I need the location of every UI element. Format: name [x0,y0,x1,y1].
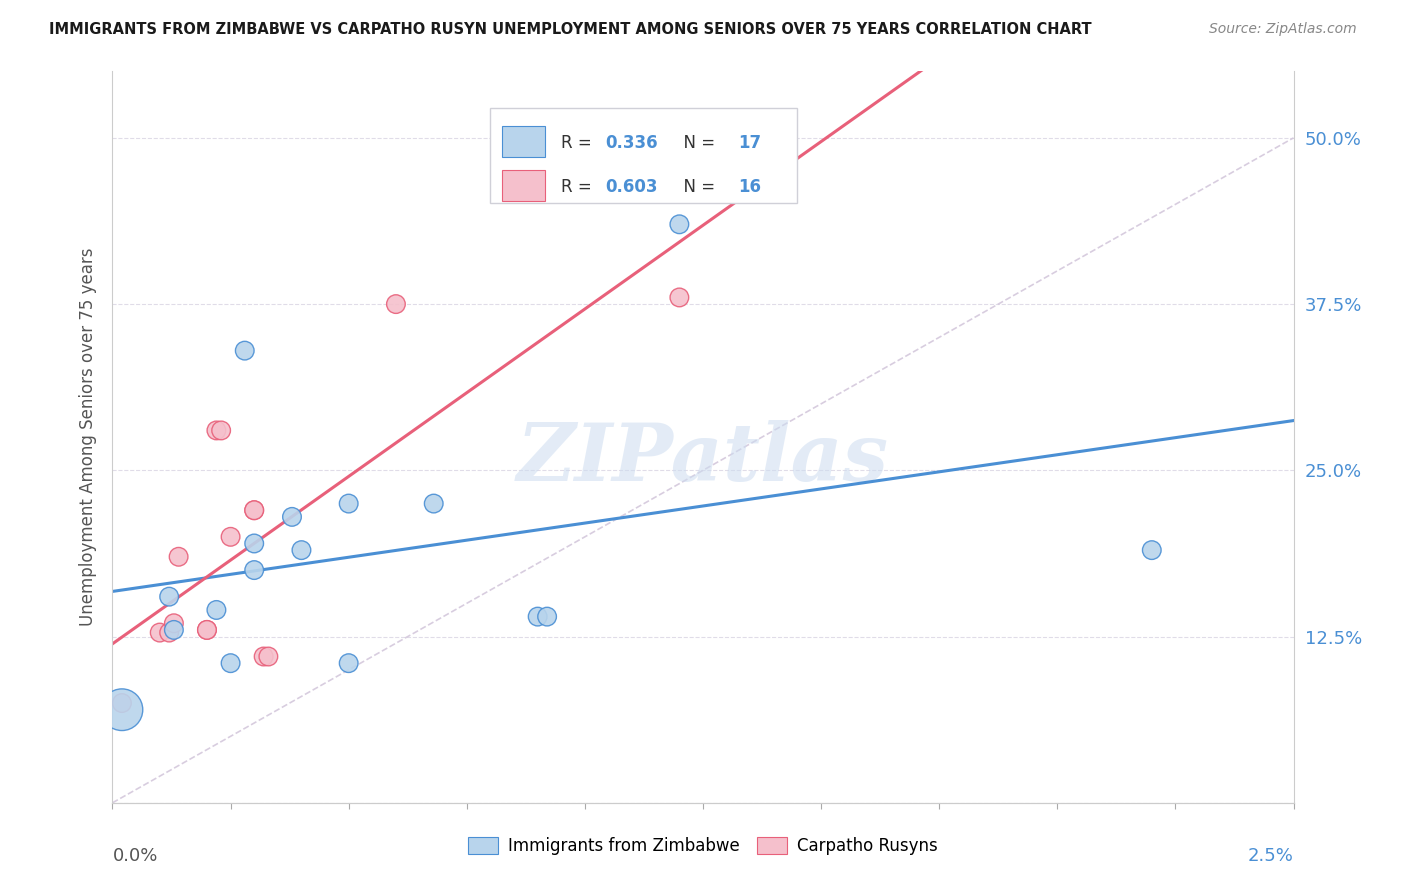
Point [243,503,266,517]
Point [167,549,190,564]
Point [195,623,218,637]
Text: ZIPatlas: ZIPatlas [517,420,889,498]
Legend: Immigrants from Zimbabwe, Carpatho Rusyns: Immigrants from Zimbabwe, Carpatho Rusyn… [464,832,942,860]
Point [337,656,360,670]
Text: N =: N = [673,178,720,196]
Point [526,609,548,624]
Text: Source: ZipAtlas.com: Source: ZipAtlas.com [1209,22,1357,37]
Point [111,696,134,710]
Text: R =: R = [561,178,596,196]
Point [253,649,276,664]
Point [205,603,228,617]
Point [536,609,558,624]
Point [111,703,134,717]
Text: 0.0%: 0.0% [112,847,157,864]
Point [219,656,242,670]
Point [163,616,186,631]
Point [257,649,280,664]
Text: IMMIGRANTS FROM ZIMBABWE VS CARPATHO RUSYN UNEMPLOYMENT AMONG SENIORS OVER 75 YE: IMMIGRANTS FROM ZIMBABWE VS CARPATHO RUS… [49,22,1092,37]
Point [243,563,266,577]
Text: N =: N = [673,134,720,152]
Point [243,503,266,517]
Point [157,590,180,604]
Text: 16: 16 [738,178,761,196]
Point [290,543,312,558]
Point [668,290,690,304]
Point [1140,543,1163,558]
Text: 0.336: 0.336 [606,134,658,152]
Point [243,536,266,550]
Point [157,625,180,640]
Text: R =: R = [561,134,596,152]
FancyBboxPatch shape [502,170,546,201]
Y-axis label: Unemployment Among Seniors over 75 years: Unemployment Among Seniors over 75 years [79,248,97,626]
Point [281,509,304,524]
FancyBboxPatch shape [491,108,797,203]
Text: 17: 17 [738,134,761,152]
Point [337,497,360,511]
Text: 2.5%: 2.5% [1247,847,1294,864]
Point [209,424,232,438]
Point [149,625,172,640]
Point [219,530,242,544]
Point [385,297,408,311]
Point [195,623,218,637]
Point [163,623,186,637]
Point [668,217,690,231]
Point [205,424,228,438]
FancyBboxPatch shape [502,127,546,157]
Point [233,343,256,358]
Point [422,497,444,511]
Text: 0.603: 0.603 [606,178,658,196]
